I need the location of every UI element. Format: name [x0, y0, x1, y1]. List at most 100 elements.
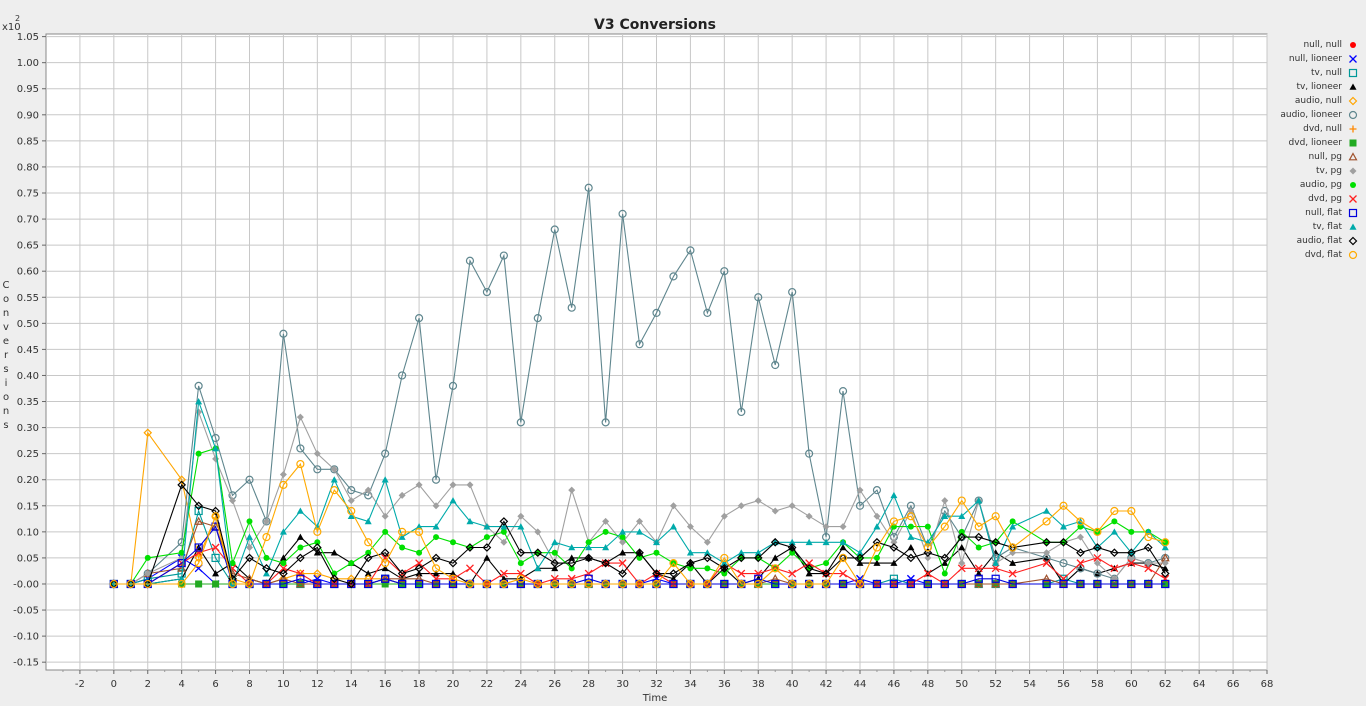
data-point	[1160, 569, 1170, 578]
data-point	[924, 554, 932, 562]
x-tick-label: 38	[752, 679, 765, 690]
y-axis-label-char: r	[4, 350, 9, 361]
data-point	[720, 553, 729, 563]
legend-marker	[1350, 42, 1356, 48]
y-tick-label: -0.05	[13, 606, 39, 617]
data-point	[178, 575, 186, 582]
x-tick-label: 8	[246, 679, 252, 690]
data-point	[194, 516, 204, 525]
legend-item: tv, null	[1280, 66, 1358, 80]
data-point	[941, 512, 949, 520]
data-point	[314, 539, 321, 546]
series-tv-flat	[110, 398, 1169, 587]
data-point	[229, 560, 236, 567]
data-point	[992, 559, 1000, 566]
y-tick-label: 0.35	[17, 397, 39, 408]
data-point	[974, 564, 983, 573]
y-tick-label: 0.55	[17, 293, 39, 304]
data-point	[687, 565, 694, 572]
data-point	[686, 549, 694, 556]
data-point	[906, 512, 915, 521]
data-point	[855, 579, 865, 589]
legend-item: dvd, lioneer	[1280, 136, 1358, 150]
data-point	[195, 398, 203, 405]
data-point	[245, 553, 254, 563]
data-point	[1042, 579, 1051, 589]
data-point	[432, 574, 441, 583]
x-tick-label: 0	[111, 679, 117, 690]
data-point	[889, 517, 899, 526]
data-point	[279, 579, 288, 589]
data-point	[194, 381, 203, 390]
data-point	[1349, 83, 1357, 90]
data-point	[1161, 543, 1169, 551]
data-point	[177, 480, 187, 490]
data-point	[703, 579, 712, 589]
data-point	[788, 502, 796, 510]
data-point	[1110, 506, 1119, 516]
data-point	[1009, 523, 1017, 530]
data-point	[822, 523, 830, 531]
data-point	[279, 528, 287, 535]
data-point	[736, 553, 746, 563]
legend-item: dvd, pg	[1280, 192, 1358, 206]
x-axis: -2 0 2 4 6 8 10 12 14 16 18 20 22 24 26 28 30 32 34 36 38 40 4…	[62, 670, 1273, 690]
x-tick-label: 10	[277, 679, 290, 690]
x-tick-label: 46	[888, 679, 901, 690]
data-point	[754, 293, 763, 302]
data-point	[1008, 579, 1017, 589]
data-point	[907, 543, 915, 551]
data-point	[1042, 537, 1051, 547]
data-point	[450, 539, 456, 546]
data-point	[923, 548, 933, 558]
legend-marker	[1349, 195, 1357, 203]
data-point	[1059, 574, 1068, 583]
data-point	[992, 549, 1000, 556]
data-point	[177, 475, 187, 485]
data-point	[381, 559, 390, 568]
data-point	[313, 450, 321, 458]
data-point	[143, 428, 153, 438]
data-point	[517, 560, 524, 567]
data-point	[296, 553, 305, 563]
data-point	[839, 569, 848, 578]
x-tick-label: 26	[548, 679, 561, 690]
data-point	[347, 497, 355, 505]
data-point	[414, 579, 424, 589]
data-point	[347, 506, 356, 516]
x-axis-label: Time	[642, 693, 667, 704]
data-point	[194, 506, 203, 516]
y-tick-label: 0.60	[17, 267, 39, 278]
data-point	[1127, 559, 1136, 568]
legend-marker	[1349, 139, 1357, 147]
data-point	[1350, 182, 1356, 188]
data-point	[975, 497, 983, 504]
legend-marker	[1350, 182, 1356, 188]
data-point	[313, 465, 322, 474]
data-point	[415, 559, 424, 568]
data-point	[212, 444, 220, 452]
data-point	[365, 549, 372, 556]
y-axis-label-char: o	[3, 294, 9, 305]
x-tick-label: 30	[616, 679, 629, 690]
data-point	[771, 360, 780, 370]
legend-item: audio, flat	[1280, 234, 1358, 248]
data-point	[568, 554, 576, 561]
data-point	[483, 523, 491, 530]
legend-marker	[1348, 96, 1358, 106]
data-point	[397, 574, 407, 583]
y-scale-exponent: 2	[15, 14, 20, 23]
data-point	[771, 507, 779, 515]
y-axis-label-char: n	[3, 406, 9, 417]
data-point	[940, 522, 949, 531]
data-point	[669, 569, 678, 578]
data-point	[991, 537, 1001, 547]
data-point	[431, 553, 441, 563]
data-point	[449, 497, 457, 504]
data-point	[686, 246, 695, 255]
legend-marker	[1348, 236, 1358, 246]
legend-label: audio, null	[1294, 96, 1342, 106]
data-point	[1350, 42, 1356, 48]
data-point	[855, 501, 865, 510]
data-point	[1009, 518, 1016, 525]
